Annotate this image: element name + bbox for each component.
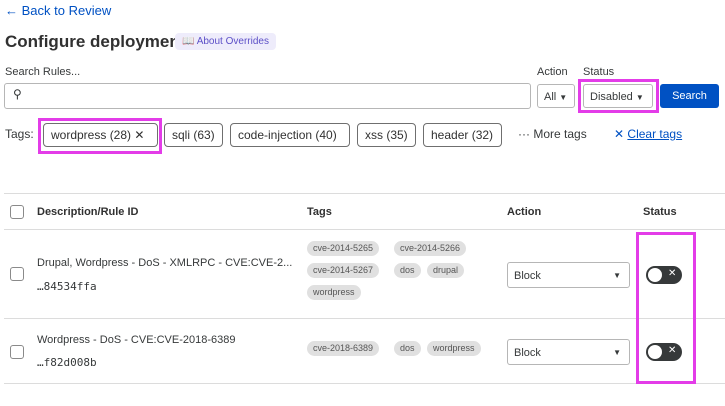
status-toggle[interactable]: ✕ [646, 343, 682, 361]
close-icon[interactable]: ✕ [134, 128, 145, 142]
select-all-checkbox[interactable] [10, 205, 24, 219]
clear-tags-label: Clear tags [627, 127, 683, 141]
tag-chip: drupal [427, 263, 465, 278]
column-header-description: Description/Rule ID [37, 206, 139, 218]
tags-label: Tags: [5, 127, 34, 141]
highlight-box [578, 79, 659, 113]
caret-down-icon: ▼ [635, 93, 644, 102]
column-header-tags: Tags [307, 206, 332, 218]
caret-down-icon: ▼ [559, 93, 568, 102]
status-filter-select[interactable]: Disabled ▼ [583, 84, 653, 108]
ellipsis-icon: ··· [518, 127, 530, 141]
toggle-knob [648, 345, 662, 359]
caret-down-icon: ▼ [613, 348, 621, 357]
search-rules-label: Search Rules... [5, 66, 81, 78]
search-button[interactable]: Search [660, 84, 719, 108]
back-to-review-link[interactable]: ← Back to Review [5, 3, 112, 18]
toggle-knob [648, 268, 662, 282]
row-checkbox[interactable] [10, 345, 24, 359]
more-tags-button[interactable]: ··· More tags [518, 127, 587, 141]
tag-chip: cve-2014-5266 [394, 241, 467, 256]
action-filter-select[interactable]: All ▼ [537, 84, 575, 108]
about-overrides-label: About Overrides [196, 36, 269, 47]
tag-filter-active[interactable]: wordpress (28) ✕ [43, 123, 158, 147]
row-checkbox[interactable] [10, 267, 24, 281]
search-icon: ⚲ [13, 87, 22, 101]
x-icon: ✕ [668, 268, 677, 279]
search-input[interactable]: ⚲ [4, 83, 531, 109]
tag-chip: wordpress [307, 285, 361, 300]
tag-chip: wordpress [427, 341, 481, 356]
tag-chip: dos [394, 263, 421, 278]
status-filter-value: Disabled [590, 91, 633, 103]
tag-chip: cve-2018-6389 [307, 341, 380, 356]
divider [4, 229, 725, 230]
tag-chip: cve-2014-5267 [307, 263, 380, 278]
highlight-box [636, 232, 696, 384]
rule-id: …f82d008b [37, 356, 97, 369]
tag-filter[interactable]: header (32) [423, 123, 502, 147]
divider [4, 318, 725, 319]
tag-filter[interactable]: xss (35) [357, 123, 416, 147]
action-filter-label: Action [537, 66, 568, 78]
tag-chip: dos [394, 341, 421, 356]
caret-down-icon: ▼ [613, 271, 621, 280]
tag-filter[interactable]: sqli (63) [164, 123, 223, 147]
tag-chip: cve-2014-5265 [307, 241, 380, 256]
status-filter-label: Status [583, 66, 615, 78]
tag-filter[interactable]: code-injection (40) [230, 123, 350, 147]
rule-description: Drupal, Wordpress - DoS - XMLRPC - CVE:C… [37, 257, 293, 269]
clear-tags-link[interactable]: ✕ Clear tags [614, 127, 682, 141]
action-select[interactable]: Block ▼ [507, 262, 630, 288]
more-tags-label: More tags [533, 127, 587, 141]
column-header-status: Status [643, 206, 677, 218]
divider [4, 383, 725, 384]
x-icon: ✕ [668, 345, 677, 356]
divider [4, 193, 725, 194]
rule-description: Wordpress - DoS - CVE:CVE-2018-6389 [37, 334, 236, 346]
column-header-action: Action [507, 206, 542, 218]
action-filter-value: All [544, 91, 557, 103]
action-value: Block [514, 347, 541, 359]
rule-id: …84534ffa [37, 280, 97, 293]
highlight-box [38, 118, 162, 154]
action-select[interactable]: Block ▼ [507, 339, 630, 365]
action-value: Block [514, 270, 541, 282]
page-title: Configure deployment [5, 32, 186, 51]
tag-label: wordpress (28) [51, 128, 132, 142]
about-overrides-link[interactable]: 📖 About Overrides [175, 33, 276, 50]
close-icon: ✕ [614, 127, 625, 141]
status-toggle[interactable]: ✕ [646, 266, 682, 284]
